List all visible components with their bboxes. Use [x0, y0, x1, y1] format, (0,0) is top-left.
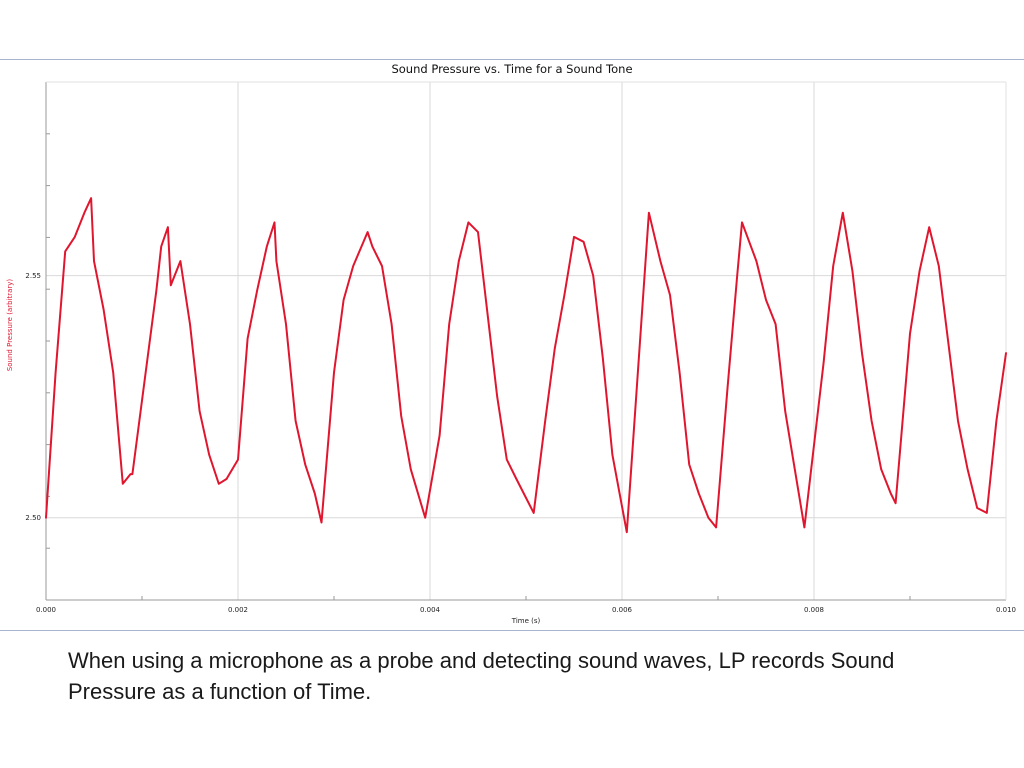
chart-frame: 0.000 0.002 0.004 0.006 0.008 0.010 2.50 2.55 S… — [0, 59, 1024, 631]
x-axis-label: Time (s) — [511, 617, 541, 625]
x-tick-label: 0.006 — [612, 606, 633, 614]
y-tick-label: 2.50 — [25, 514, 41, 522]
series-layer — [45, 197, 1007, 534]
chart-svg: 0.000 0.002 0.004 0.006 0.008 0.010 2.50 2.55 S… — [6, 62, 1016, 625]
series-line-0 — [45, 197, 1007, 534]
x-tick-label: 0.004 — [420, 606, 441, 614]
grid-layer — [46, 82, 1006, 600]
x-tick-label: 0.010 — [996, 606, 1016, 614]
x-tick-label: 0.008 — [804, 606, 824, 614]
tick-label-layer: 0.000 0.002 0.004 0.006 0.008 0.010 2.50 2.55 — [25, 272, 1016, 614]
caption-text: When using a microphone as a probe and d… — [68, 648, 895, 704]
y-tick-label: 2.55 — [25, 272, 41, 280]
x-tick-label: 0.002 — [228, 606, 248, 614]
chart-title: Sound Pressure vs. Time for a Sound Tone — [391, 62, 632, 76]
plot-background — [46, 82, 1006, 600]
x-tick-label: 0.000 — [36, 606, 56, 614]
y-axis-label: Sound Pressure (arbitrary) — [6, 279, 14, 372]
